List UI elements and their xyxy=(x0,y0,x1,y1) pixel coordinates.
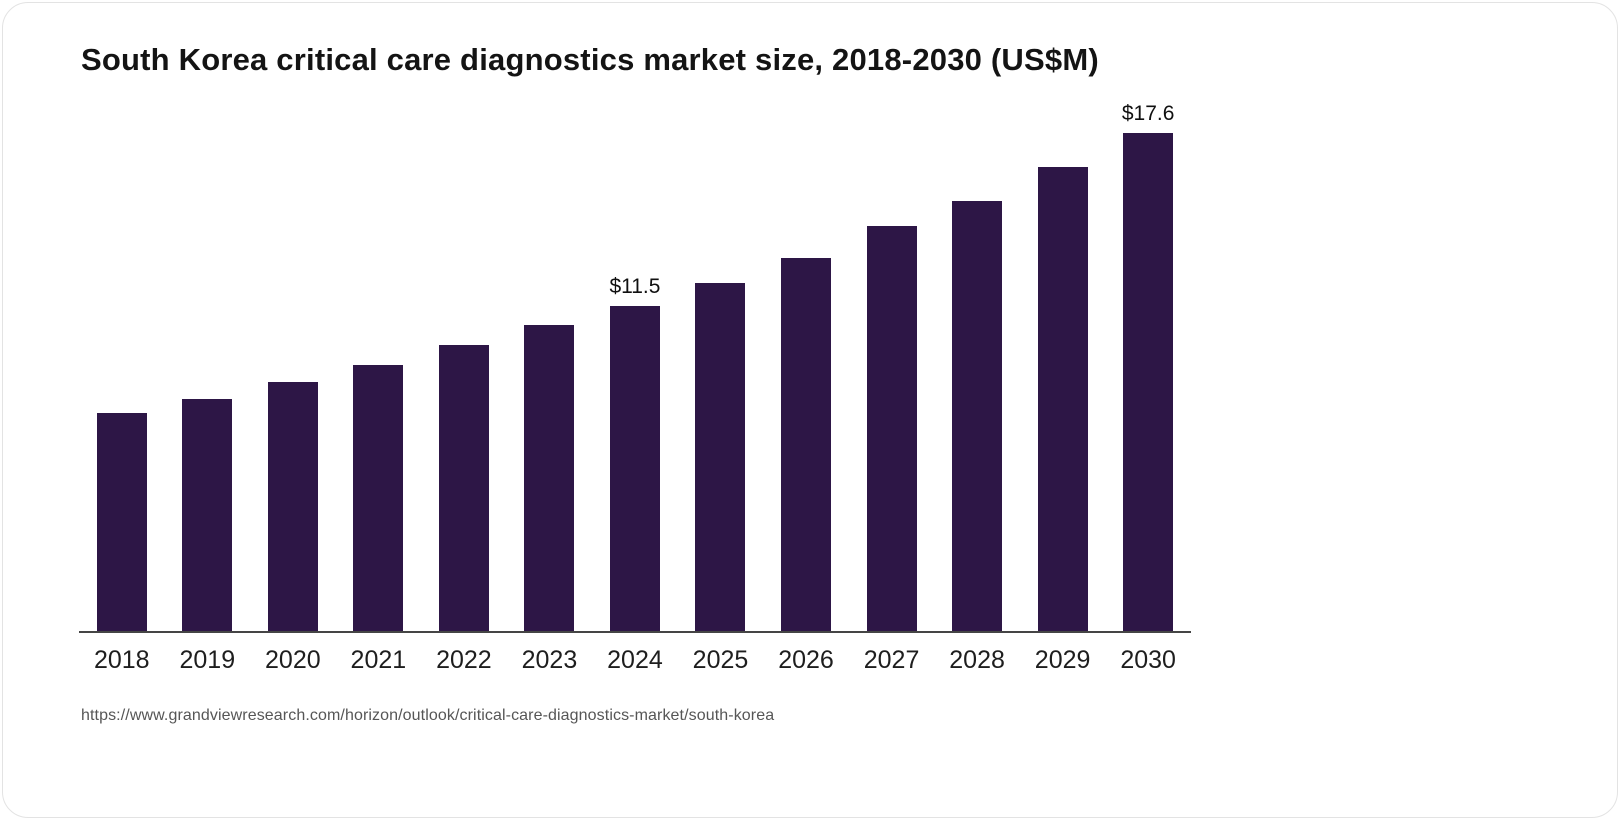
bar-column: $17.6 xyxy=(1105,102,1191,631)
x-axis-tick-label: 2019 xyxy=(179,645,236,674)
bar-column xyxy=(678,282,764,631)
x-axis-tick-label: 2021 xyxy=(350,645,407,674)
bar-column xyxy=(250,381,336,631)
x-axis-tick-label: 2030 xyxy=(1120,645,1176,674)
bar-column: $11.5 xyxy=(592,275,678,631)
source-url: https://www.grandviewresearch.com/horizo… xyxy=(81,706,775,724)
bar-column xyxy=(79,412,165,631)
bar xyxy=(609,305,660,631)
x-axis-tick-label: 2025 xyxy=(692,645,749,674)
bar-column xyxy=(763,257,849,631)
bar xyxy=(1037,166,1088,631)
bar xyxy=(267,381,318,631)
bar xyxy=(182,398,233,631)
bar xyxy=(695,282,746,631)
x-axis-tick-label: 2027 xyxy=(863,645,920,674)
bar-column xyxy=(934,200,1020,631)
bar-column xyxy=(1020,166,1106,631)
x-axis-tick-label: 2022 xyxy=(436,645,492,674)
bar-column xyxy=(507,324,593,631)
bar-column xyxy=(336,364,422,631)
bar xyxy=(96,412,147,631)
bar xyxy=(353,364,404,631)
bar-column xyxy=(421,344,507,631)
bar-value-label: $11.5 xyxy=(609,274,661,298)
plot-area: $11.5 $17.6 xyxy=(79,97,1191,633)
x-axis-tick-label: 2023 xyxy=(521,645,578,674)
page-title: South Korea critical care diagnostics ma… xyxy=(81,42,1099,77)
x-axis-tick-label: 2018 xyxy=(93,645,150,674)
bar xyxy=(952,200,1003,631)
bar-chart: $11.5 $17.6 2018 2019 2020 2021 2022 2023 2024 2… xyxy=(79,97,1191,675)
bar-column xyxy=(165,398,251,631)
bar-value-label: $17.6 xyxy=(1121,101,1175,125)
x-axis-tick-label: 2029 xyxy=(1034,645,1091,674)
bar xyxy=(438,344,489,631)
x-axis-tick-label: 2026 xyxy=(778,645,834,674)
x-axis-tick-label: 2028 xyxy=(949,645,1005,674)
bar xyxy=(866,225,917,631)
x-axis-tick-label: 2024 xyxy=(607,645,663,674)
bar-column xyxy=(849,225,935,631)
x-axis-tick-label: 2020 xyxy=(265,645,321,674)
bar xyxy=(781,257,832,631)
bar xyxy=(524,324,575,631)
bar xyxy=(1123,132,1174,631)
x-axis-labels: 2018 2019 2020 2021 2022 2023 2024 2025 2026 2027… xyxy=(79,633,1191,675)
